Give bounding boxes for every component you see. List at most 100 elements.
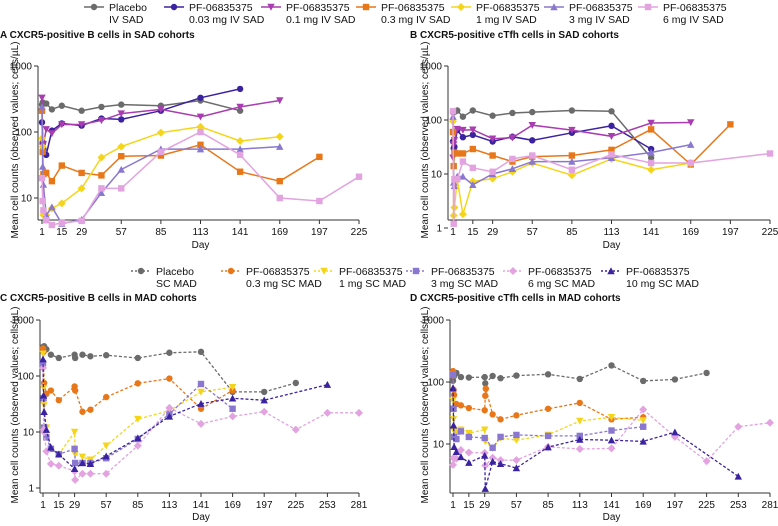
x-axis-title: Day: [603, 512, 621, 523]
legend-marker: [457, 3, 465, 11]
data-point: [513, 412, 520, 419]
data-point: [640, 377, 647, 385]
data-point: [117, 165, 125, 173]
data-point: [79, 351, 86, 358]
data-point: [481, 434, 488, 442]
x-tick-label: 169: [224, 500, 241, 511]
x-tick-label: 197: [667, 500, 684, 511]
data-point: [78, 169, 85, 177]
data-point: [118, 101, 125, 108]
data-point: [197, 388, 205, 396]
data-point: [71, 387, 79, 394]
x-tick-label: 57: [527, 227, 539, 238]
data-point: [458, 210, 467, 219]
data-point: [456, 446, 465, 455]
legend-label-line1: PF-06835375: [626, 266, 690, 278]
data-point: [481, 451, 489, 459]
data-point: [766, 418, 774, 427]
data-point: [734, 422, 743, 431]
data-point: [40, 207, 47, 214]
data-point: [639, 417, 647, 425]
data-point: [103, 393, 110, 401]
data-point: [453, 435, 460, 443]
data-point: [481, 426, 489, 434]
series-pf-06835375-0-1-mg-iv-sad: [449, 119, 695, 162]
panel-a-title: A CXCR5-positive B cells in SAD cohorts: [0, 30, 195, 41]
data-point: [292, 379, 299, 387]
x-tick-label: 281: [762, 500, 778, 511]
x-tick-label: 1: [450, 500, 456, 511]
data-point: [529, 152, 536, 159]
legend-label-line1: PF-06835375: [569, 2, 633, 14]
x-tick-label: 85: [132, 500, 144, 511]
data-point: [48, 203, 56, 211]
data-point: [481, 373, 488, 381]
legend-label-line1: Placebo: [156, 266, 194, 278]
data-point: [454, 176, 461, 183]
legend-label-line1: PF-06835375: [189, 2, 253, 14]
data-point: [39, 391, 48, 399]
data-point: [98, 172, 105, 179]
data-point: [48, 106, 56, 113]
legend-marker-icon: [314, 267, 334, 275]
data-point: [70, 428, 79, 436]
data-point: [454, 150, 461, 157]
data-point: [489, 168, 496, 175]
data-point: [452, 448, 461, 455]
data-point: [450, 220, 457, 227]
x-tick-label: 1: [40, 500, 46, 511]
data-point: [236, 107, 244, 114]
data-point: [48, 130, 56, 138]
data-point: [459, 134, 467, 141]
data-point: [464, 448, 473, 457]
data-point: [323, 408, 332, 417]
data-point: [134, 415, 142, 423]
legend-label-line1: PF-06835375: [476, 2, 540, 14]
legend-marker-icon: [451, 3, 471, 11]
data-point: [469, 131, 477, 139]
data-point: [323, 380, 332, 388]
x-tick-label: 141: [643, 227, 660, 238]
x-tick-label: 141: [193, 500, 210, 511]
legend-label-line2: 0.3 mg SC MAD: [246, 278, 322, 290]
data-point: [766, 150, 774, 157]
data-point: [78, 217, 85, 225]
y-tick-label: 10: [21, 194, 33, 205]
legend-label: PF-06835375 1 mg IV SAD: [476, 2, 540, 26]
data-point: [197, 141, 204, 148]
legend-marker: [320, 267, 328, 275]
x-axis-title: Day: [192, 512, 210, 523]
legend-label-line1: PF-06835375: [286, 2, 350, 14]
legend-label-line2: 0.1 mg IV SAD: [286, 14, 356, 26]
data-point: [71, 354, 79, 362]
data-point: [465, 433, 473, 441]
panel-a: 10 100 1000 1 15 29 57 85 113 141 169 197 225 Day Mean…: [10, 42, 368, 251]
x-tick-label: 197: [256, 500, 273, 511]
x-tick-label: 15: [53, 500, 65, 511]
data-point: [513, 431, 520, 439]
data-point: [156, 128, 165, 137]
data-point: [640, 423, 647, 430]
data-point: [39, 363, 47, 372]
legend-label-line2: 0.03 mg IV SAD: [189, 14, 265, 26]
data-point: [43, 169, 50, 177]
data-point: [489, 152, 496, 159]
data-point: [512, 437, 521, 444]
data-point: [117, 110, 125, 118]
data-point: [102, 469, 111, 478]
data-point: [38, 174, 46, 182]
data-point: [197, 380, 205, 388]
data-point: [134, 434, 142, 442]
legend-marker: [90, 3, 98, 11]
legend-label-line2: IV SAD: [109, 14, 144, 26]
legend-marker: [267, 3, 275, 11]
series-line: [41, 88, 241, 158]
data-point: [197, 405, 205, 412]
legend-item: PF-06835375 3 mg IV SAD: [543, 2, 633, 26]
series-placebo-iv-sad: [449, 107, 655, 161]
data-point: [40, 408, 48, 415]
y-tick-label: 100: [425, 116, 442, 127]
data-point: [544, 432, 552, 440]
data-point: [276, 177, 283, 185]
x-axis-title: Day: [192, 240, 210, 251]
